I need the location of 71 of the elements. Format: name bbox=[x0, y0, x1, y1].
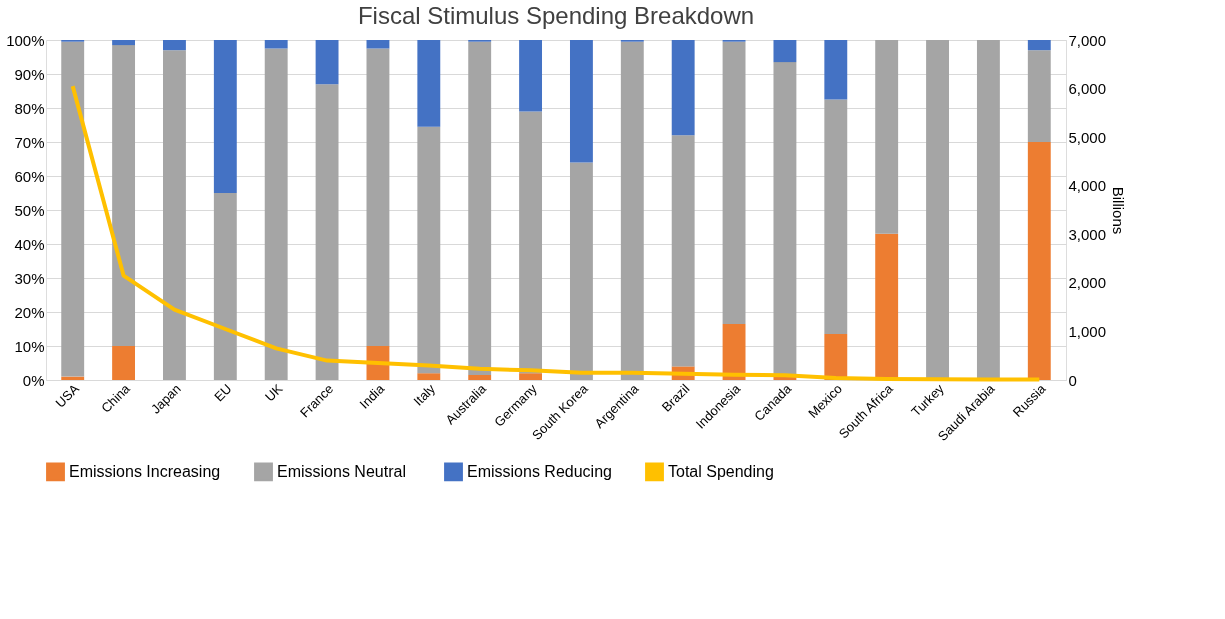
bar bbox=[264, 48, 288, 380]
y2-tick-label: 3,000 bbox=[1068, 225, 1107, 243]
y2-tick-label: 0 bbox=[1068, 371, 1077, 389]
bar bbox=[213, 40, 237, 193]
bar bbox=[519, 373, 543, 380]
bar bbox=[366, 48, 390, 346]
y2-tick-label: 6,000 bbox=[1068, 80, 1107, 98]
bar bbox=[417, 126, 441, 374]
y-tick-label: 90% bbox=[14, 65, 45, 83]
bar bbox=[671, 40, 695, 136]
x-tick-label: EU bbox=[211, 381, 235, 405]
x-tick-label: USA bbox=[52, 380, 83, 411]
y2-tick-label: 4,000 bbox=[1068, 177, 1107, 195]
bar bbox=[417, 40, 441, 127]
bar bbox=[569, 40, 593, 163]
bar bbox=[163, 50, 186, 380]
y-tick-label: 80% bbox=[14, 99, 45, 117]
bar bbox=[976, 40, 1000, 380]
bar bbox=[875, 40, 899, 234]
y2-axis-title: Billions bbox=[1110, 186, 1128, 235]
bar bbox=[468, 374, 492, 380]
bar bbox=[671, 135, 695, 367]
bar bbox=[1027, 50, 1051, 142]
y2-tick-label: 2,000 bbox=[1068, 274, 1107, 292]
bar bbox=[112, 45, 136, 346]
bar bbox=[61, 41, 85, 377]
bar bbox=[315, 40, 339, 85]
bar bbox=[773, 62, 797, 377]
chart-title: Fiscal Stimulus Spending Breakdown bbox=[357, 2, 755, 29]
y-tick-label: 0% bbox=[22, 371, 45, 389]
bar bbox=[417, 373, 441, 380]
x-tick-label: UK bbox=[262, 380, 286, 405]
bar bbox=[163, 40, 186, 51]
y-tick-label: 50% bbox=[14, 201, 45, 219]
bar bbox=[722, 323, 746, 380]
bar bbox=[264, 40, 288, 49]
y-tick-label: 10% bbox=[14, 337, 45, 355]
bar bbox=[773, 40, 797, 63]
y-tick-label: 40% bbox=[14, 235, 45, 253]
y-tick-label: 70% bbox=[14, 133, 45, 151]
bar bbox=[112, 40, 136, 46]
bar bbox=[112, 346, 136, 380]
y-tick-label: 60% bbox=[14, 167, 45, 185]
y-tick-label: 30% bbox=[14, 269, 45, 287]
y2-tick-label: 1,000 bbox=[1068, 322, 1107, 340]
bar bbox=[315, 84, 339, 380]
bar bbox=[569, 162, 593, 380]
bar bbox=[213, 193, 237, 380]
bar bbox=[926, 40, 949, 380]
legend-label: Emissions Increasing bbox=[69, 462, 221, 480]
legend-label: Total Spending bbox=[668, 462, 774, 480]
bar bbox=[519, 111, 543, 374]
line-series bbox=[70, 84, 1042, 382]
bar bbox=[824, 40, 848, 100]
bar bbox=[468, 41, 492, 375]
bar bbox=[519, 40, 543, 112]
legend-label: Emissions Neutral bbox=[277, 462, 406, 480]
bar bbox=[824, 99, 848, 335]
y2-tick-label: 7,000 bbox=[1068, 31, 1107, 49]
bar bbox=[366, 40, 390, 49]
bar bbox=[824, 334, 848, 380]
bar bbox=[620, 41, 644, 380]
x-tick-label: Italy bbox=[410, 380, 439, 409]
y-tick-label: 100% bbox=[6, 31, 45, 49]
y2-tick-label: 5,000 bbox=[1068, 128, 1107, 146]
y-tick-label: 20% bbox=[14, 303, 45, 321]
bar bbox=[1027, 40, 1051, 51]
legend-label: Emissions Reducing bbox=[467, 462, 612, 480]
bar bbox=[722, 41, 746, 324]
bar bbox=[875, 233, 899, 380]
bar bbox=[1027, 142, 1051, 380]
